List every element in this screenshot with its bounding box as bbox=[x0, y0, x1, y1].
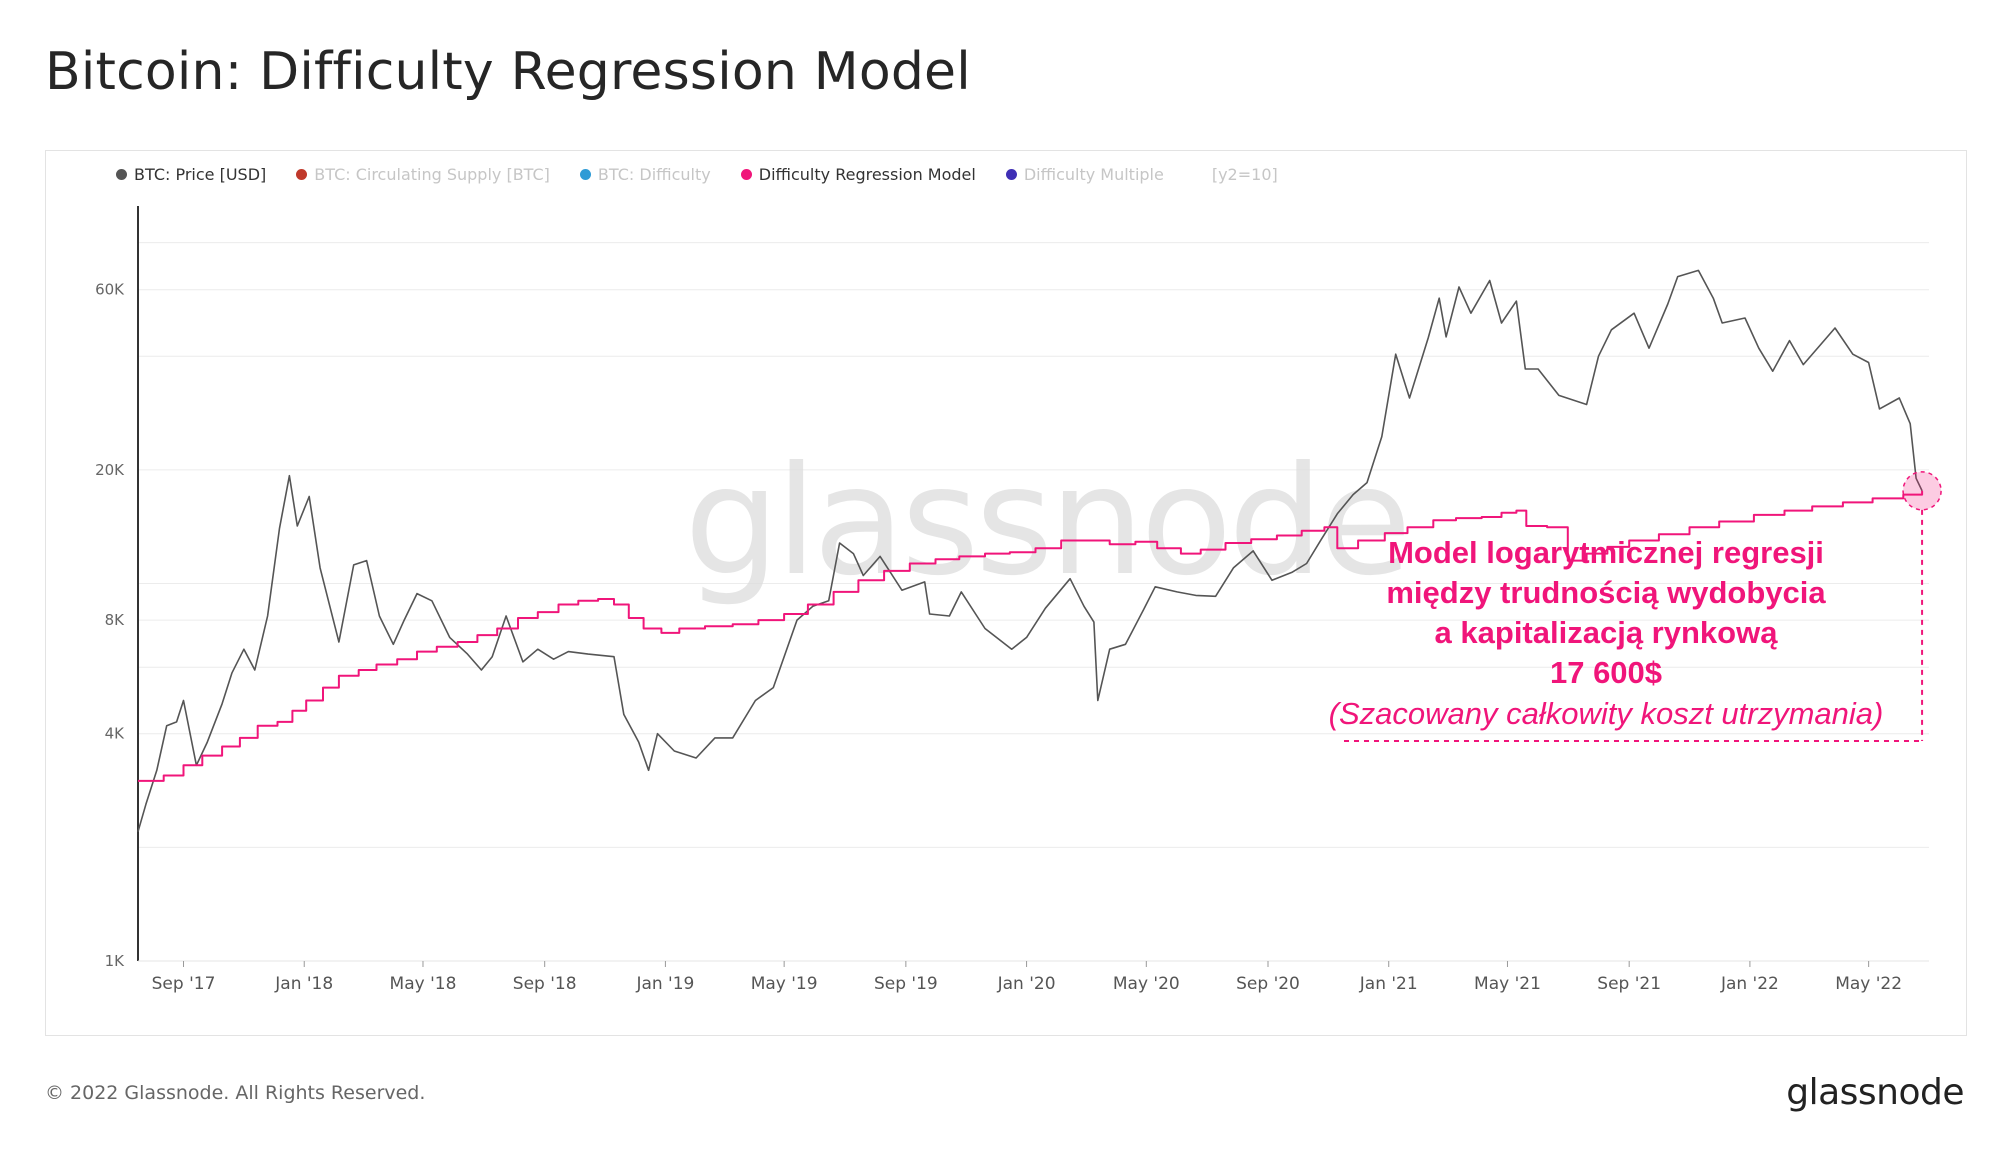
copyright-text: © 2022 Glassnode. All Rights Reserved. bbox=[45, 1082, 426, 1104]
y-tick-label: 4K bbox=[105, 725, 126, 743]
legend-dot-icon bbox=[579, 169, 591, 180]
legend-label: BTC: Price [USD] bbox=[134, 165, 267, 184]
annotation-line: między trudnością wydobycia bbox=[1386, 575, 1826, 610]
x-tick-label: May '19 bbox=[751, 974, 818, 994]
legend-dot-icon bbox=[296, 169, 308, 180]
annotation-line: a kapitalizacją rynkową bbox=[1435, 615, 1779, 650]
y-tick-label: 8K bbox=[105, 611, 126, 629]
axes: 1K 4K 8K 20K 60K Sep '17 Jan '18 May '18 Sep '18… bbox=[95, 206, 1929, 994]
brand-logo: glassnode bbox=[1786, 1072, 1964, 1113]
x-tick-label: Jan '18 bbox=[274, 974, 333, 994]
legend-dot-icon bbox=[1005, 169, 1017, 180]
annotation-line: 17 600$ bbox=[1550, 655, 1662, 690]
x-tick-label: Sep '21 bbox=[1597, 974, 1661, 994]
legend-label: BTC: Circulating Supply [BTC] bbox=[314, 165, 550, 184]
x-tick-label: Sep '20 bbox=[1236, 974, 1300, 994]
x-tick-label: Jan '21 bbox=[1359, 974, 1418, 994]
x-tick-label: Jan '20 bbox=[997, 974, 1056, 994]
legend-item-circulating-supply[interactable]: BTC: Circulating Supply [BTC] bbox=[296, 165, 550, 184]
y-tick-label: 20K bbox=[95, 461, 125, 479]
x-tick-label: May '21 bbox=[1474, 974, 1541, 994]
legend-item-difficulty-multiple[interactable]: Difficulty Multiple bbox=[1005, 165, 1164, 184]
annotation-line: Model logarytmicznej regresji bbox=[1388, 535, 1824, 570]
chart-legend: BTC: Price [USD] BTC: Circulating Supply… bbox=[116, 165, 1278, 184]
series-lines bbox=[137, 269, 1924, 832]
watermark-text: glassnode bbox=[684, 435, 1407, 609]
x-tick-label: Sep '17 bbox=[152, 974, 216, 994]
legend-dot-icon bbox=[740, 169, 752, 180]
legend-item-price[interactable]: BTC: Price [USD] bbox=[116, 165, 266, 184]
page-title: Bitcoin: Difficulty Regression Model bbox=[45, 42, 971, 102]
legend-item-difficulty[interactable]: BTC: Difficulty bbox=[579, 165, 711, 184]
y-tick-label: 60K bbox=[95, 281, 125, 299]
annotation-subtitle: (Szacowany całkowity koszt utrzymania) bbox=[1329, 696, 1884, 731]
legend-item-regression-model[interactable]: Difficulty Regression Model bbox=[740, 165, 976, 184]
x-tick-label: May '20 bbox=[1113, 974, 1180, 994]
price-line bbox=[137, 269, 1923, 832]
x-tick-label: Sep '19 bbox=[874, 974, 938, 994]
y-tick-label: 1K bbox=[105, 952, 126, 970]
regression-model-line bbox=[138, 490, 1924, 782]
legend-label: Difficulty Regression Model bbox=[758, 165, 976, 184]
x-tick-label: Jan '22 bbox=[1720, 974, 1779, 994]
x-tick-label: Jan '19 bbox=[635, 974, 694, 994]
x-tick-label: May '18 bbox=[390, 974, 457, 994]
annotation: Model logarytmicznej regresji między trud… bbox=[1329, 471, 1942, 742]
legend-label: BTC: Difficulty bbox=[597, 165, 711, 184]
marker-circle bbox=[1902, 471, 1942, 511]
x-tick-label: Sep '18 bbox=[513, 974, 577, 994]
legend-dot-icon bbox=[116, 169, 127, 180]
legend-axis-note: [y2=10] bbox=[1211, 165, 1278, 184]
x-tick-label: May '22 bbox=[1835, 974, 1902, 994]
legend-label: Difficulty Multiple bbox=[1023, 165, 1164, 184]
chart-panel: BTC: Price [USD] BTC: Circulating Supply… bbox=[45, 150, 1967, 1036]
chart-svg: glassnode 1K 4K 8K 20K 60K Sep '17 Jan '18 May … bbox=[95, 206, 1942, 994]
